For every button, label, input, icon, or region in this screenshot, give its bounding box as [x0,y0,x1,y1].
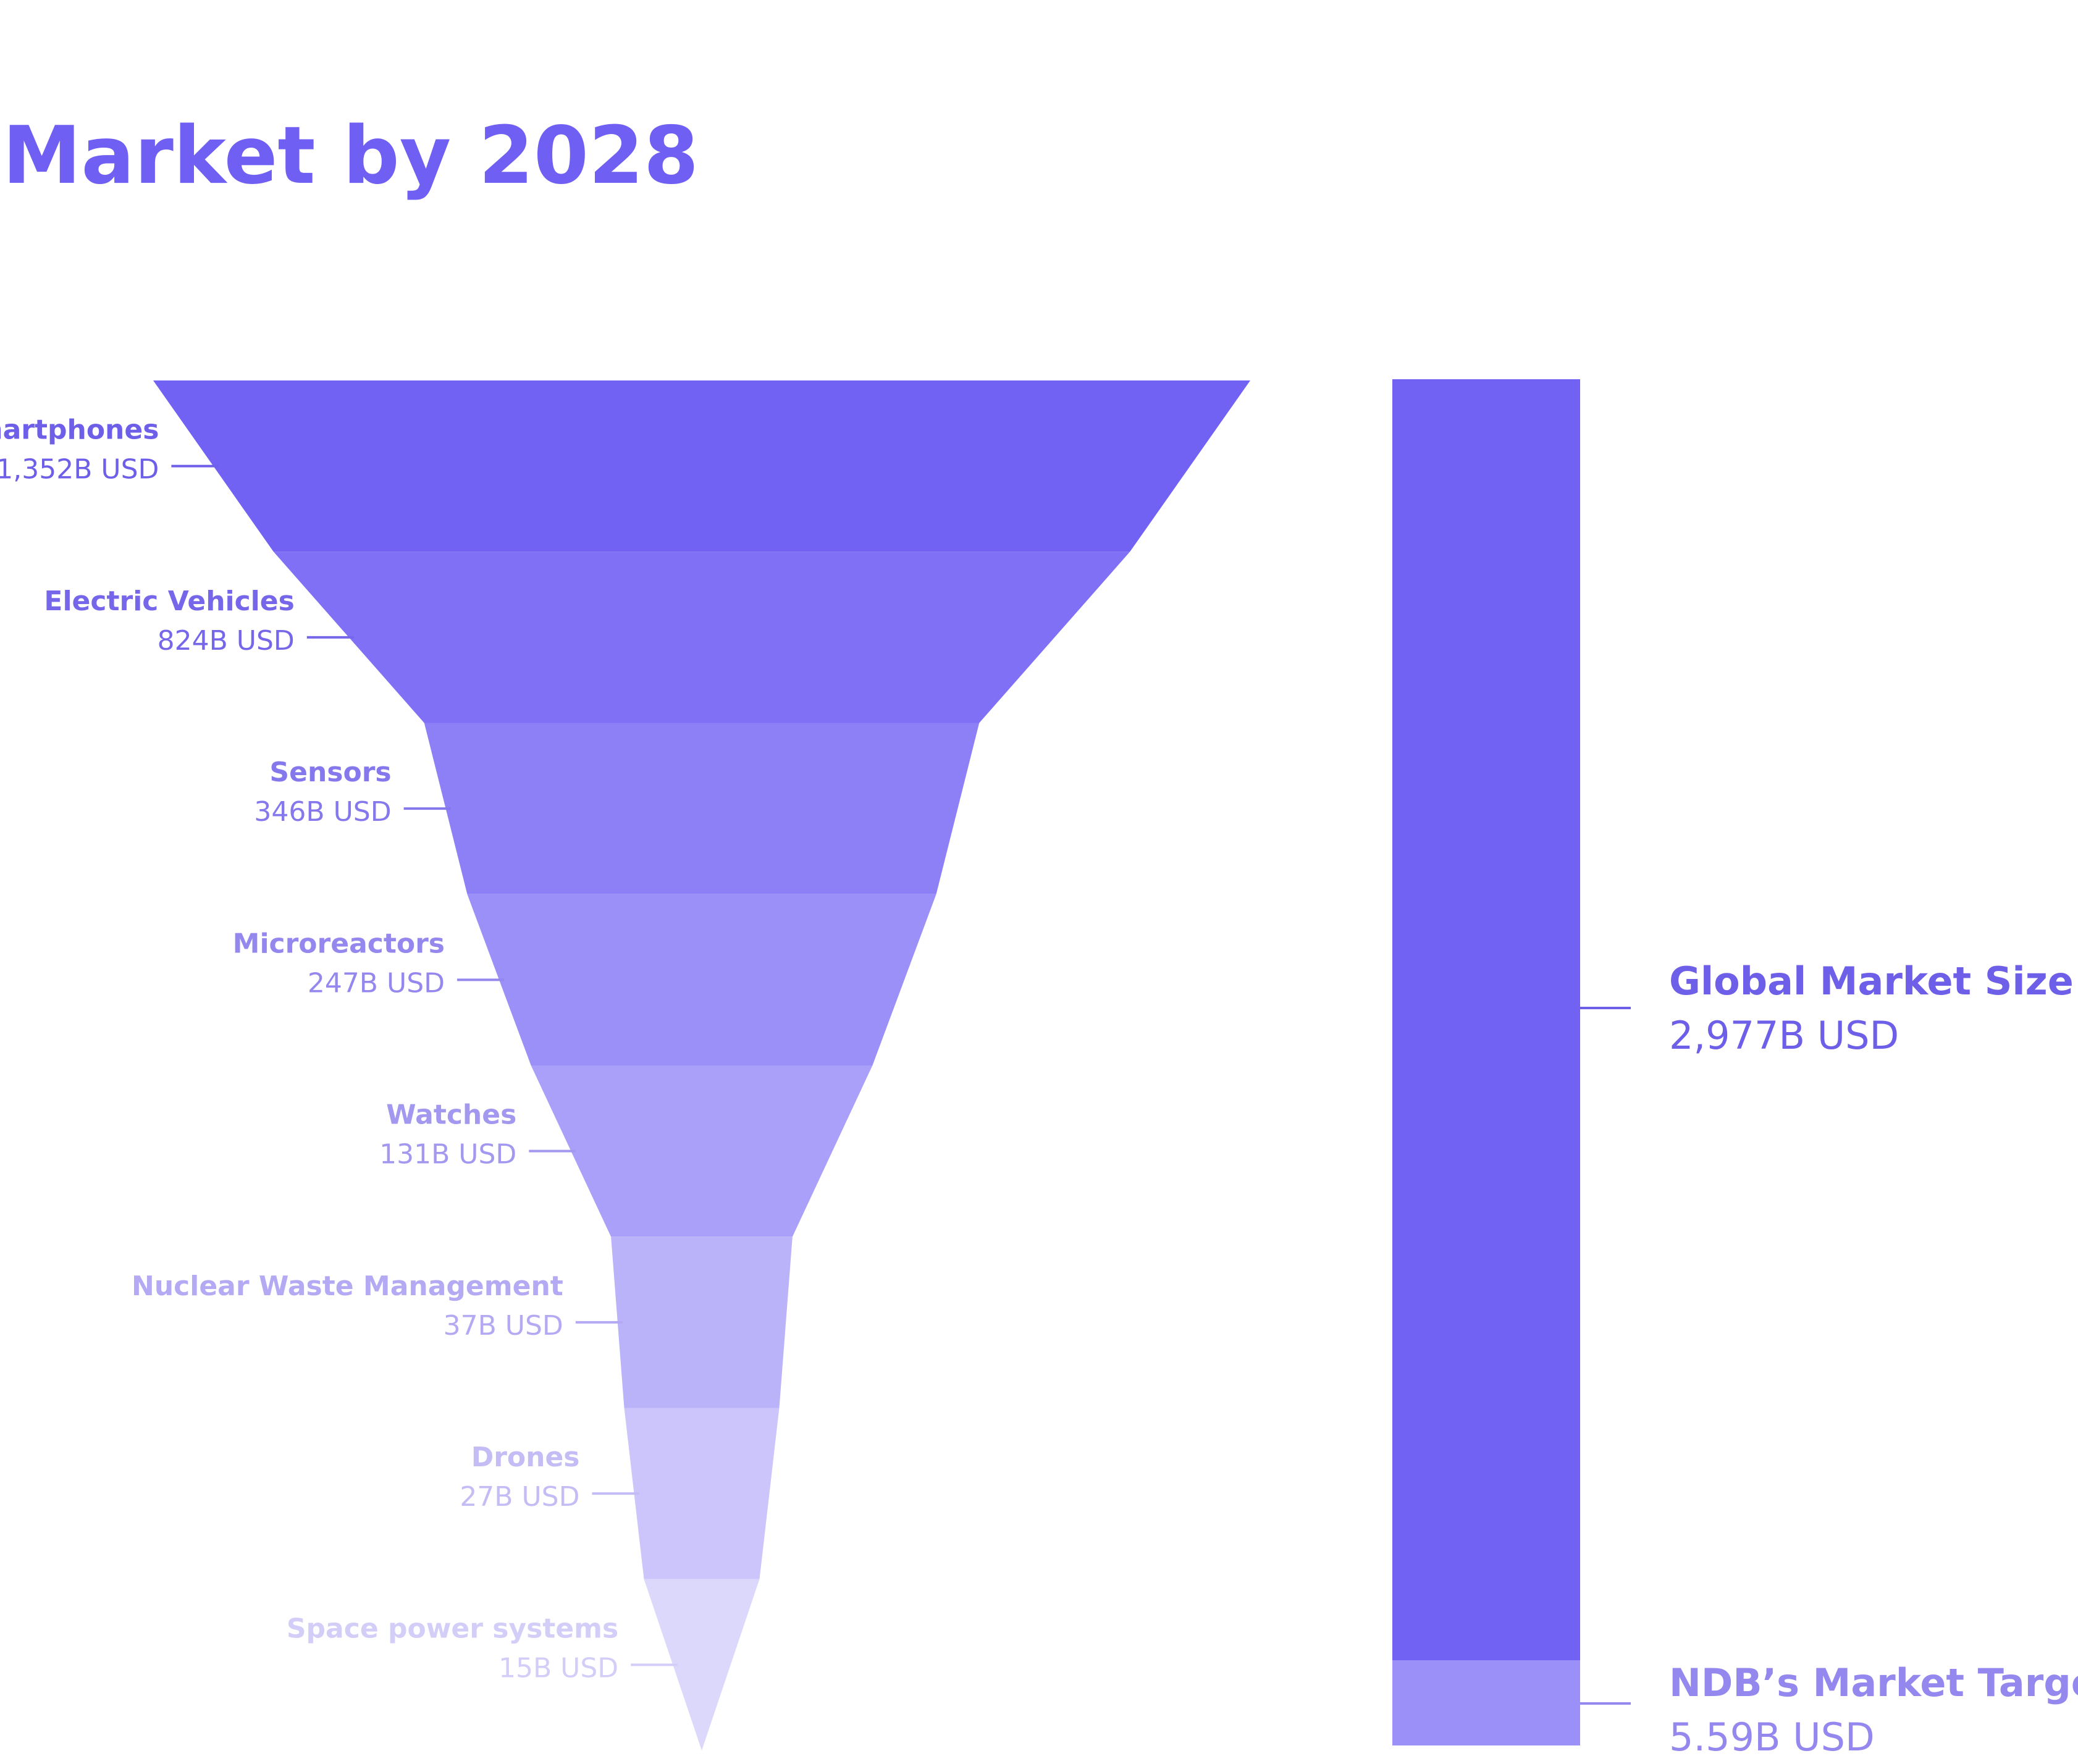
funnel-label-name: Microreactors [233,928,445,959]
funnel-stage-watches [531,1065,873,1237]
market-size-bar-chart: Global Market Size 2,977B USD NDB’s Market… [1392,379,2078,1760]
funnel-label-value: 27B USD [460,1481,579,1513]
funnel-stage-space-power-systems [644,1579,760,1750]
funnel-label-name: Sensors [269,757,391,788]
funnel-label-value: 247B USD [308,967,445,999]
funnel-label-value: 1,352B USD [0,454,159,485]
funnel-label-value: 37B USD [444,1310,563,1342]
funnel-label-name: Space power systems [287,1613,618,1644]
page-title: Market by 2028 [2,110,699,202]
bar-label-value-global-market-size: 2,977B USD [1669,1013,1899,1058]
funnel-stage-smartphones [153,380,1250,552]
funnel-label-name: Smartphones [0,414,159,446]
bar-label-name-global-market-size: Global Market Size [1669,959,2074,1004]
funnel-label-name: Drones [471,1442,580,1473]
funnel-stage-drones [624,1408,780,1579]
bar-label-value-ndb-market-target: 5.59B USD [1669,1715,1875,1760]
bar-segment-global-market-size [1392,379,1580,1660]
funnel-label-value: 15B USD [498,1652,618,1684]
bar-label-name-ndb-market-target: NDB’s Market Target [1669,1660,2078,1705]
funnel-chart: Smartphones 1,352B USD Electric Vehicles 82… [0,380,1250,1750]
funnel-label-value: 131B USD [379,1139,516,1170]
funnel-stage-electric-vehicles [273,552,1130,723]
funnel-stage-nuclear-waste-management [611,1237,793,1408]
funnel-stage-microreactors [467,894,936,1065]
funnel-stage-sensors [424,723,980,894]
funnel-label-name: Watches [386,1099,516,1131]
bar-segment-ndb-market-target [1392,1660,1580,1745]
funnel-label-name: Electric Vehicles [44,586,294,617]
funnel-label-value: 824B USD [158,625,295,657]
funnel-label-value: 346B USD [254,796,391,828]
funnel-label-name: Nuclear Waste Management [132,1270,563,1302]
